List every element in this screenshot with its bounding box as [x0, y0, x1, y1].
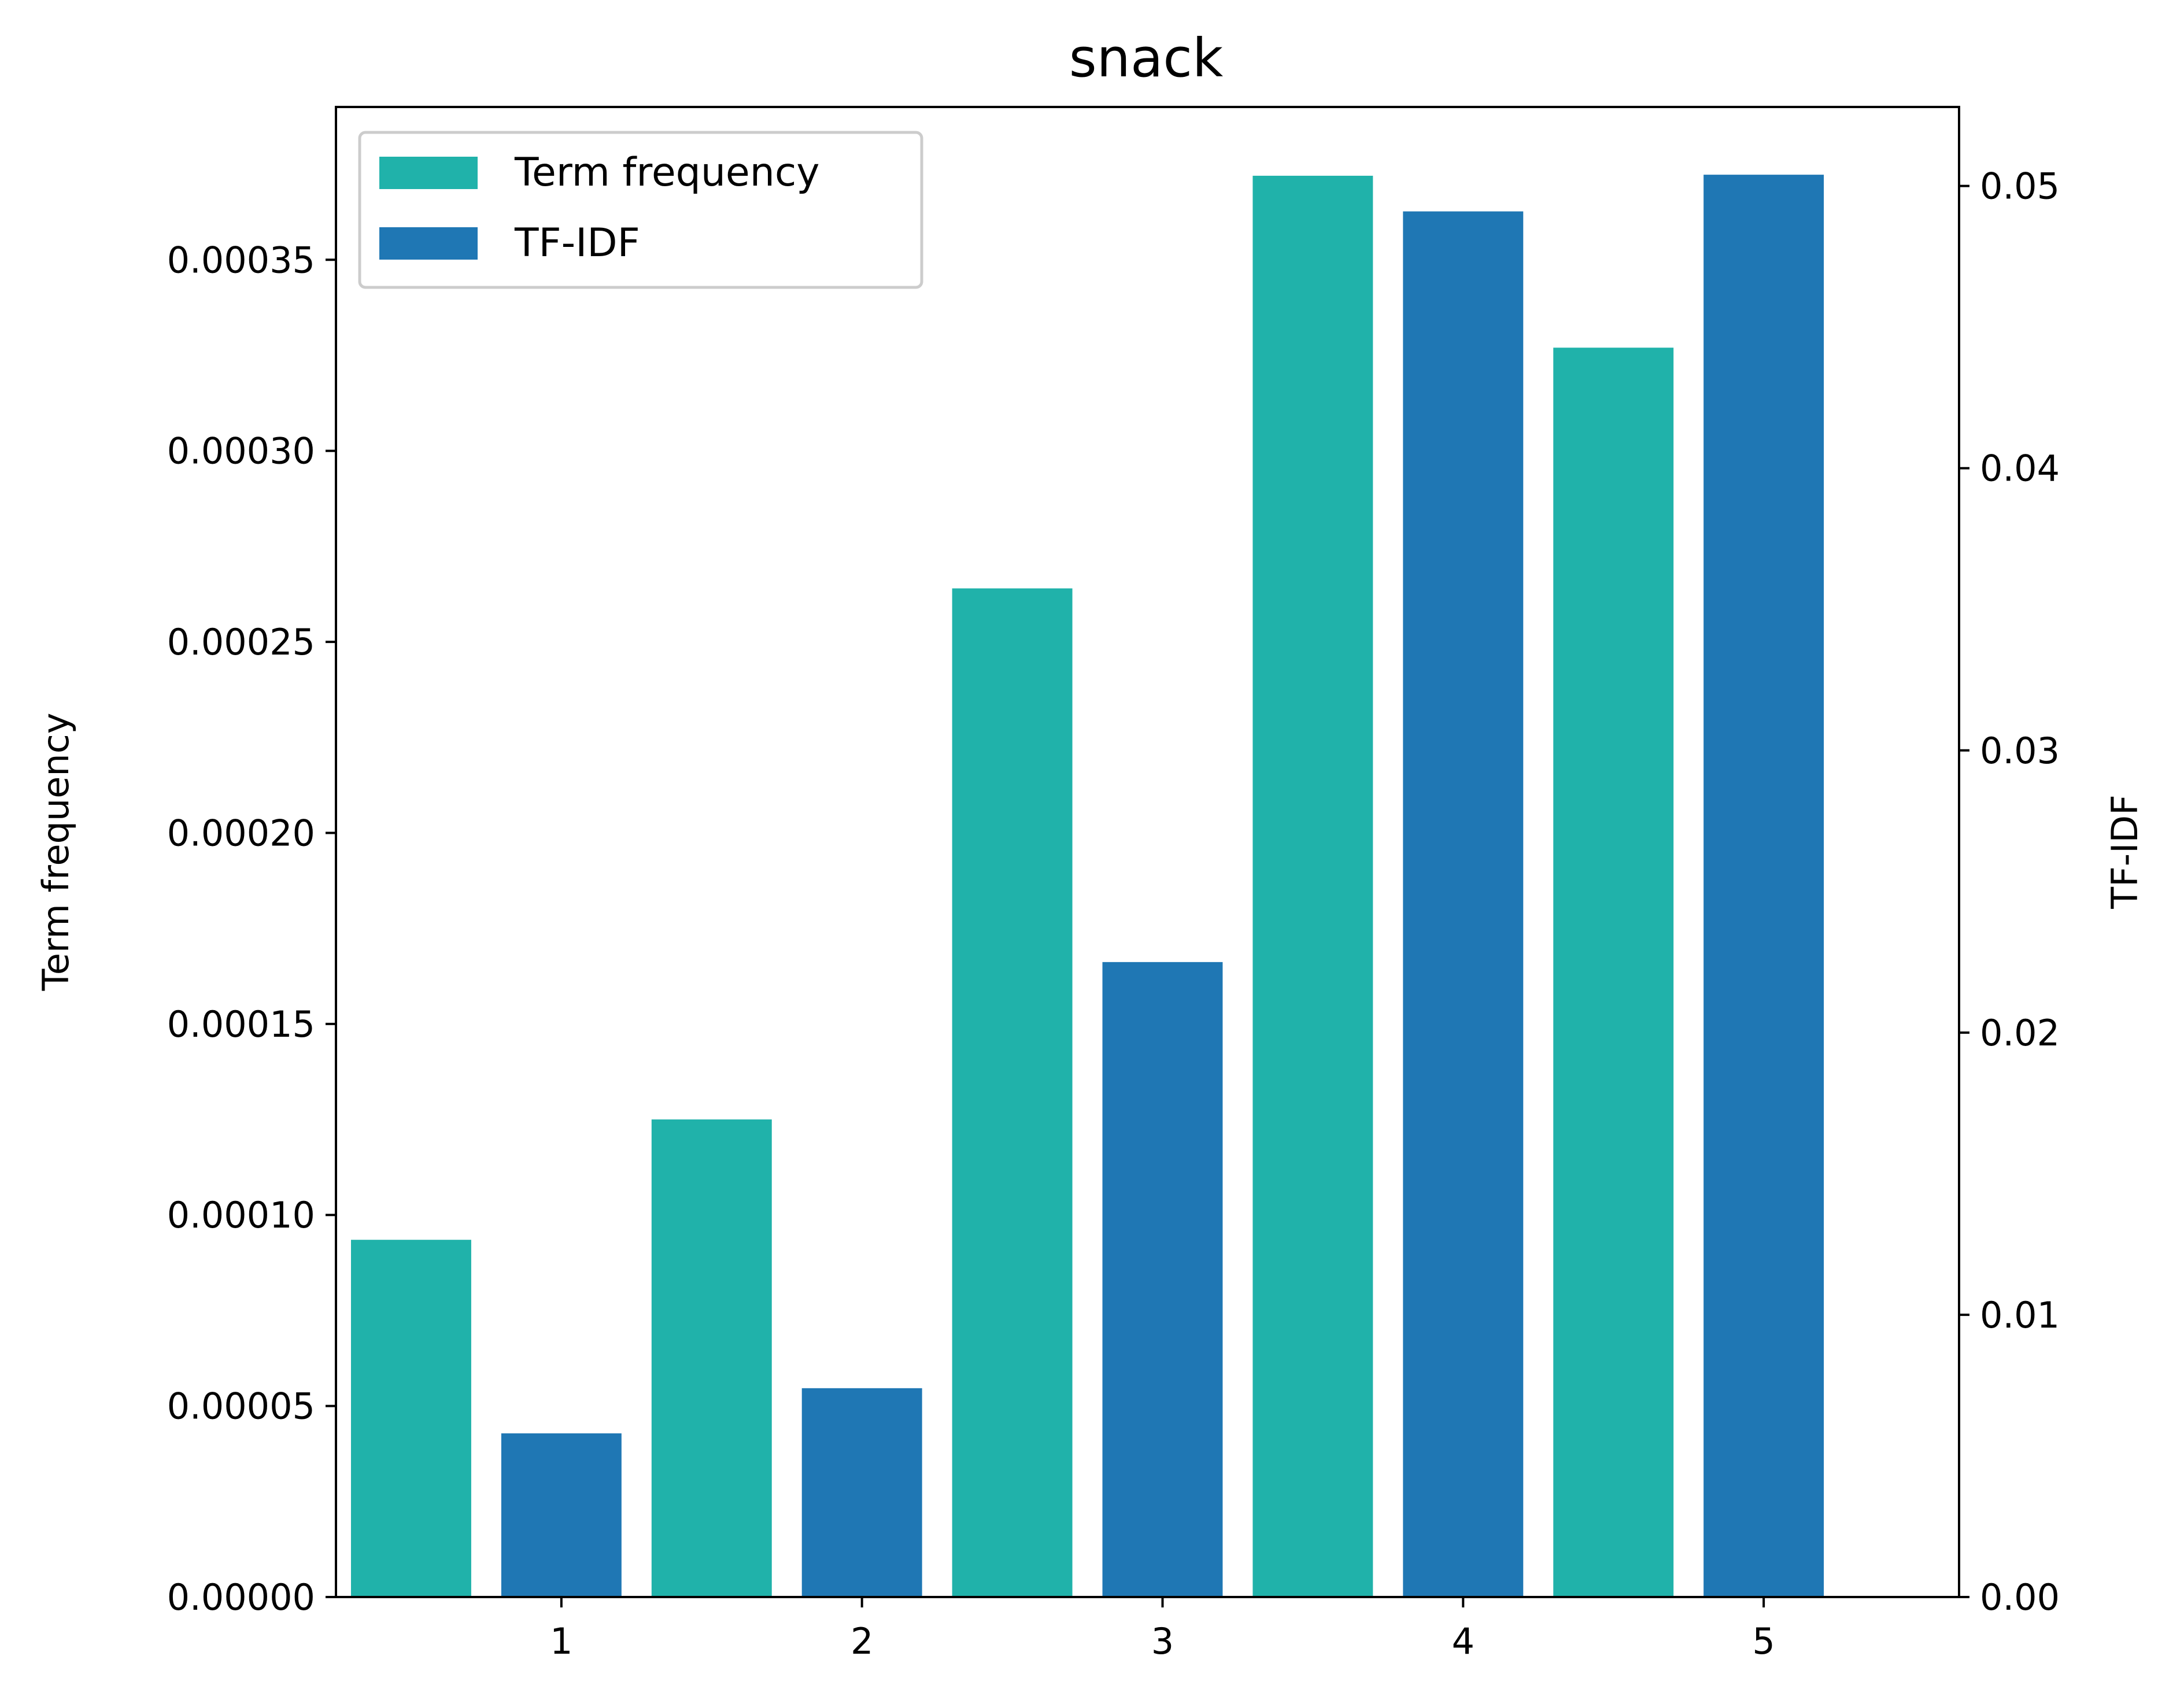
left-tick-label-7: 0.00035 [167, 239, 315, 281]
left-y-axis: 0.00000 0.00005 0.00010 0.00015 0.00020 0.000… [167, 239, 336, 1618]
right-tick-label-3: 0.03 [1980, 730, 2060, 772]
right-y-axis: 0.00 0.01 0.02 0.03 0.04 0.05 [1959, 165, 2060, 1618]
legend-swatch-term-frequency [379, 157, 478, 189]
right-tick-label-4: 0.04 [1980, 448, 2060, 490]
legend-label-term-frequency: Term frequency [514, 150, 820, 195]
bar-term-frequency-5 [1553, 348, 1674, 1597]
right-tick-label-0: 0.00 [1980, 1576, 2060, 1618]
x-tick-label-2: 2 [851, 1620, 873, 1662]
left-tick-label-5: 0.00025 [167, 621, 315, 663]
bar-tf-idf-4 [1403, 211, 1524, 1598]
bar-tf-idf-3 [1102, 962, 1223, 1597]
bars-layer [350, 175, 1824, 1598]
bar-term-frequency-3 [952, 588, 1073, 1597]
bar-term-frequency-4 [1252, 175, 1373, 1597]
bar-tf-idf-5 [1703, 175, 1824, 1598]
bar-term-frequency-1 [350, 1240, 471, 1597]
left-tick-label-0: 0.00000 [167, 1576, 315, 1618]
x-tick-label-1: 1 [550, 1620, 572, 1662]
x-tick-label-3: 3 [1151, 1620, 1174, 1662]
legend: Term frequency TF-IDF [358, 131, 923, 289]
bar-tf-idf-1 [501, 1433, 622, 1597]
right-tick-label-1: 0.01 [1980, 1294, 2060, 1336]
left-tick-label-6: 0.00030 [167, 430, 315, 472]
right-axis-label: TF-IDF [2104, 794, 2146, 910]
right-tick-label-5: 0.05 [1980, 165, 2060, 208]
x-tick-label-4: 4 [1452, 1620, 1475, 1662]
bar-tf-idf-2 [801, 1388, 922, 1597]
chart-title: snack [1069, 27, 1224, 89]
x-axis: 1 2 3 4 5 [550, 1597, 1775, 1662]
right-tick-label-2: 0.02 [1980, 1012, 2060, 1054]
legend-box [358, 131, 923, 289]
plot-frame [335, 106, 1960, 1598]
left-tick-label-1: 0.00005 [167, 1385, 315, 1428]
x-tick-label-5: 5 [1752, 1620, 1775, 1662]
bar-term-frequency-2 [651, 1119, 772, 1597]
legend-swatch-tf-idf [379, 227, 478, 260]
left-axis-label: Term frequency [35, 713, 77, 992]
left-tick-label-4: 0.00020 [167, 812, 315, 854]
left-tick-label-2: 0.00010 [167, 1194, 315, 1236]
legend-label-tf-idf: TF-IDF [514, 220, 640, 266]
left-tick-label-3: 0.00015 [167, 1003, 315, 1045]
